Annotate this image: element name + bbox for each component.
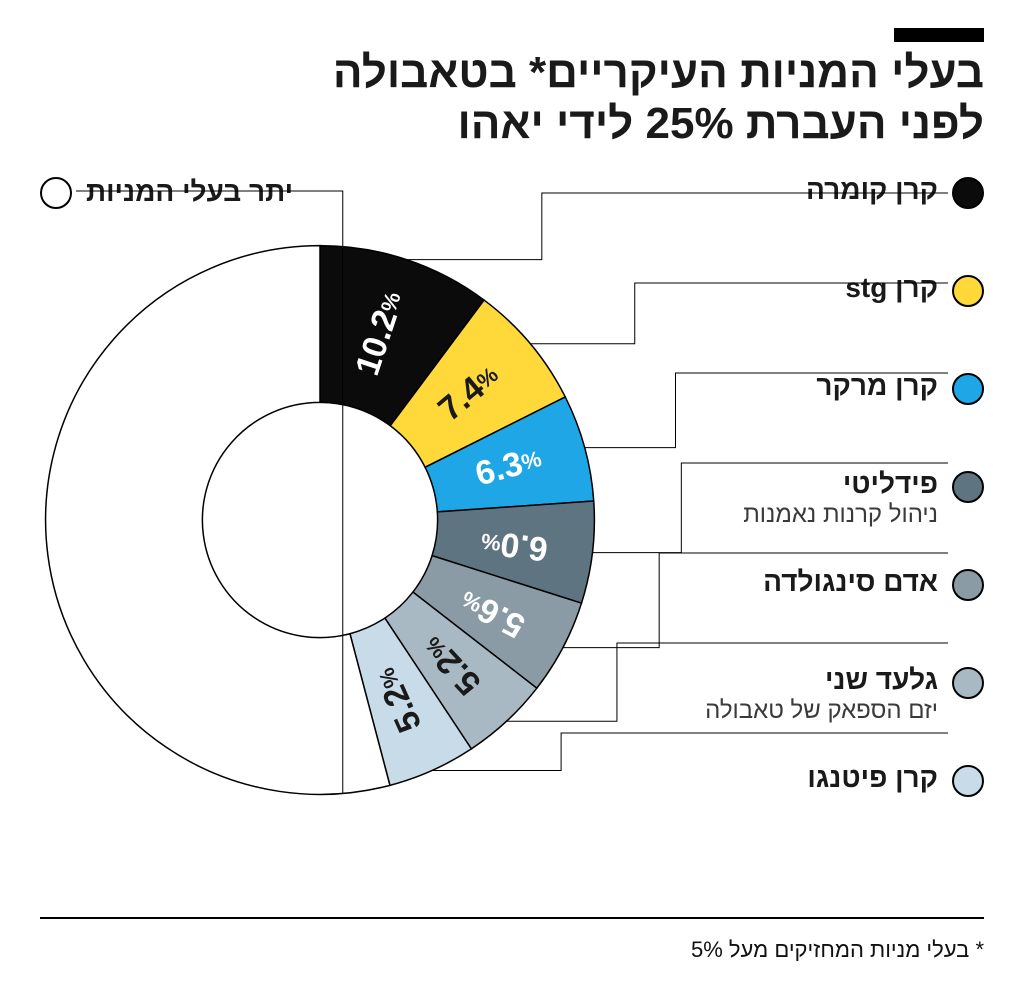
remainder-label: יתר בעלי המניות	[86, 177, 293, 208]
legend-swatch-5	[952, 667, 984, 699]
legend-swatch-6	[952, 765, 984, 797]
legend-text-2: קרן מרקר	[604, 371, 938, 402]
donut-svg: 10.2%7.4%6.3%6.0%5.6%5.2%5.2%	[40, 240, 600, 800]
legend-swatch-0	[952, 177, 984, 209]
chart-title: בעלי המניות העיקריים* בטאבולה לפני העברת…	[80, 48, 984, 149]
legend: קרן קומרה קרן stg קרן מרקר פידליטיניהול קרנ…	[604, 175, 984, 861]
legend-text-3: פידליטיניהול קרנות נאמנות	[604, 469, 938, 528]
legend-swatch-2	[952, 373, 984, 405]
remainder-legend: יתר בעלי המניות	[40, 175, 293, 209]
legend-label-5: גלעד שני	[604, 665, 938, 696]
title-line-2: לפני העברת 25% לידי יאהו	[457, 99, 984, 148]
legend-swatch-1	[952, 275, 984, 307]
legend-label-4: אדם סינגולדה	[604, 567, 938, 598]
legend-row-4: אדם סינגולדה	[604, 567, 984, 657]
legend-row-6: קרן פיטנגו	[604, 763, 984, 853]
legend-row-0: קרן קומרה	[604, 175, 984, 265]
legend-label-0: קרן קומרה	[604, 175, 938, 206]
legend-row-5: גלעד שנייזם הספאק של טאבולה	[604, 665, 984, 755]
footnote-rule	[40, 917, 984, 919]
legend-row-1: קרן stg	[604, 273, 984, 363]
legend-label-3: פידליטי	[604, 469, 938, 500]
legend-swatch-4	[952, 569, 984, 601]
legend-text-1: קרן stg	[604, 273, 938, 304]
remainder-swatch	[40, 177, 72, 209]
donut-chart: 10.2%7.4%6.3%6.0%5.6%5.2%5.2%	[40, 240, 600, 800]
legend-text-4: אדם סינגולדה	[604, 567, 938, 598]
legend-text-0: קרן קומרה	[604, 175, 938, 206]
legend-text-6: קרן פיטנגו	[604, 763, 938, 794]
legend-text-5: גלעד שנייזם הספאק של טאבולה	[604, 665, 938, 724]
title-line-1: בעלי המניות העיקריים* בטאבולה	[333, 48, 984, 97]
legend-row-2: קרן מרקר	[604, 371, 984, 461]
legend-swatch-3	[952, 471, 984, 503]
legend-sub-5: יזם הספאק של טאבולה	[604, 698, 938, 724]
header-accent-bar	[894, 28, 984, 42]
legend-label-2: קרן מרקר	[604, 371, 938, 402]
footnote: * בעלי מניות המחזיקים מעל 5%	[691, 937, 984, 963]
legend-label-6: קרן פיטנגו	[604, 763, 938, 794]
legend-sub-3: ניהול קרנות נאמנות	[604, 502, 938, 528]
legend-row-3: פידליטיניהול קרנות נאמנות	[604, 469, 984, 559]
legend-label-1: קרן stg	[604, 273, 938, 304]
